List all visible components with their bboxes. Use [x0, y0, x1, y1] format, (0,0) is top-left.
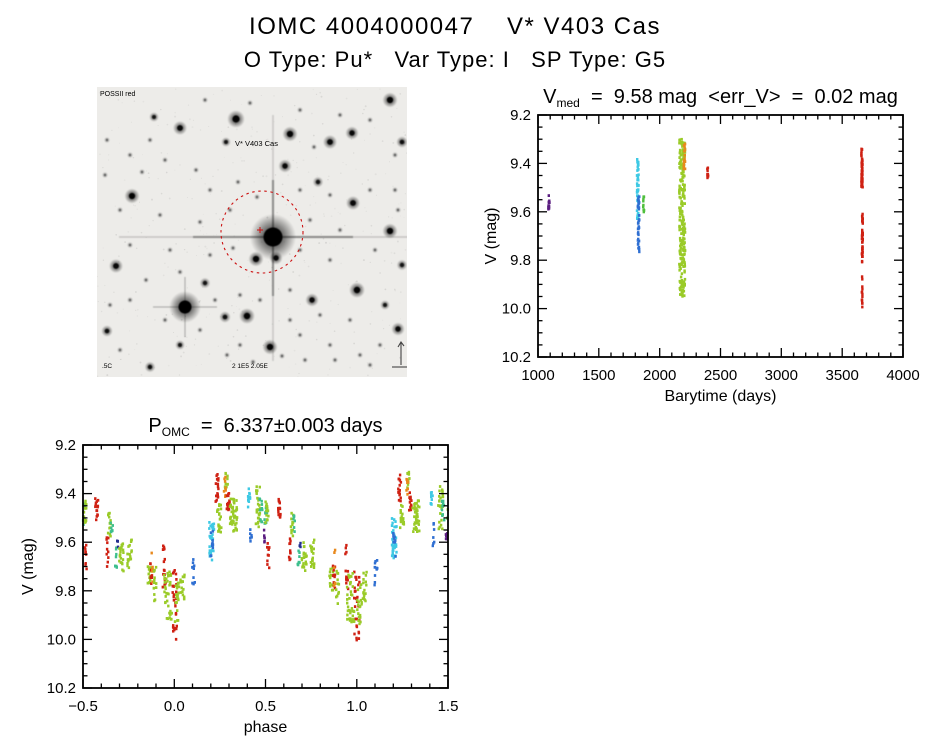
x-axis-label: phase [244, 719, 288, 736]
scatter-cluster [860, 147, 864, 189]
scatter-cluster [214, 473, 403, 503]
x-tick-label: 2500 [704, 367, 737, 384]
scatter-cluster [191, 558, 379, 587]
x-tick-label: 1.0 [346, 698, 367, 715]
x-tick-label: 0.0 [164, 698, 185, 715]
y-axis-label: V (mag) [20, 538, 37, 595]
y-tick-label: 10.0 [47, 631, 76, 648]
y-tick-label: 10.2 [502, 349, 531, 366]
scatter-cluster [636, 195, 641, 254]
scatter-cluster [246, 487, 434, 509]
scatter-cluster [635, 158, 640, 220]
scatter-cluster [222, 475, 410, 498]
scatter-cluster [209, 529, 397, 558]
scatter-cluster [262, 528, 449, 544]
y-tick-label: 9.4 [55, 486, 76, 503]
target-circle [220, 190, 304, 274]
finder-chart-image: POSSII red V* V403 Cas 2 1E5 2.05E .5C [97, 87, 407, 377]
scatter-cluster [118, 541, 308, 573]
scatter-cluster [179, 570, 368, 603]
scatter-cluster [223, 470, 411, 490]
x-tick-label: 3000 [765, 367, 798, 384]
scatter-cluster [216, 503, 406, 534]
star-field [101, 92, 407, 373]
scatter-cluster [258, 497, 446, 524]
page-title: IOMC 4004000047 V* V403 Cas [249, 13, 661, 40]
survey-label: POSSII red [100, 91, 136, 98]
scatter-cluster [682, 142, 687, 171]
y-tick-label: 9.2 [510, 107, 531, 124]
period-symbol: P [148, 415, 162, 437]
scatter-cluster [152, 565, 341, 605]
scatter-cluster [166, 570, 356, 624]
phase-folded-lightcurve-plot: −0.5 0.0 0.5 1.0 1.5 9.2 9.4 9.6 9.8 10.0 10.2 phas… [20, 437, 458, 736]
scatter-cluster [163, 573, 352, 621]
barytime-lightcurve-plot: 1000 1500 2000 2500 3000 3500 4000 9.2 9.4 9.6 9.8… [483, 107, 920, 405]
compass-icon [392, 341, 407, 368]
x-tick-label: 1000 [521, 367, 554, 384]
scatter-cluster [249, 522, 436, 548]
vmed-value-text: = 9.58 mag <err_V> = 0.02 mag [579, 86, 898, 108]
scatter-cluster [161, 543, 350, 591]
y-tick-label: 9.2 [55, 437, 76, 454]
vmed-subscript: med [556, 96, 580, 110]
y-tick-label: 9.8 [510, 252, 531, 269]
y-tick-label: 9.6 [55, 534, 76, 551]
x-axis-label: Barytime (days) [664, 388, 776, 405]
y-tick-label: 10.2 [47, 680, 76, 697]
x-tick-label: 1.5 [438, 698, 459, 715]
scatter-cluster [642, 195, 646, 214]
x-tick-label: −0.5 [68, 698, 98, 715]
axis-labels: 1000 1500 2000 2500 3000 3500 4000 9.2 9.4 9.6 9.8… [483, 107, 920, 405]
plot-frame [537, 114, 904, 358]
corner-label: .5C [102, 363, 112, 370]
period-subscript: OMC [161, 425, 190, 439]
y-tick-label: 9.8 [55, 583, 76, 600]
period-value-text: = 6.337±0.003 days [189, 415, 383, 437]
scatter-cluster [94, 497, 282, 522]
scatter-cluster [126, 538, 316, 570]
compass-arrows [392, 341, 407, 368]
phase-plot-title: POMC = 6.337±0.003 days [83, 415, 448, 439]
target-cross [257, 227, 263, 233]
plot-frame [82, 444, 449, 689]
scatter-cluster [228, 497, 421, 533]
scatter-cluster [114, 546, 301, 569]
scatter-cluster [860, 212, 864, 264]
scale-label: 2 1E5 2.05E [232, 363, 268, 370]
scatter-cluster [225, 491, 413, 512]
x-tick-label: 1500 [582, 367, 615, 384]
scatter-cluster [109, 514, 296, 534]
x-tick-label: 3500 [826, 367, 859, 384]
target-label: V* V403 Cas [235, 139, 278, 148]
x-tick-label: 4000 [886, 367, 919, 384]
scatter-cluster [860, 275, 864, 309]
x-tick-label: 2000 [643, 367, 676, 384]
axis-labels: −0.5 0.0 0.5 1.0 1.5 9.2 9.4 9.6 9.8 10.0 10.2 phas… [20, 437, 458, 736]
vmed-symbol: V [543, 86, 557, 108]
y-axis-label: V (mag) [483, 208, 500, 265]
scatter-cluster [116, 539, 302, 549]
x-tick-label: 0.5 [255, 698, 276, 715]
scatter-cluster [173, 581, 363, 626]
page-subtitle: O Type: Pu* Var Type: I SP Type: G5 [243, 47, 667, 72]
scatter-cluster [105, 536, 292, 568]
scatter-cluster [83, 542, 271, 571]
scatter-cluster [171, 569, 361, 642]
scatter-cluster [547, 194, 551, 211]
scatter-cluster [706, 166, 710, 180]
barytime-plot-title: Vmed = 9.58 mag <err_V> = 0.02 mag [538, 86, 903, 110]
y-tick-label: 10.0 [502, 301, 531, 318]
y-tick-label: 9.6 [510, 204, 531, 221]
axis-ticks [82, 444, 449, 689]
y-tick-label: 9.4 [510, 155, 531, 172]
scatter-cluster [150, 548, 337, 588]
axis-ticks [537, 114, 904, 358]
